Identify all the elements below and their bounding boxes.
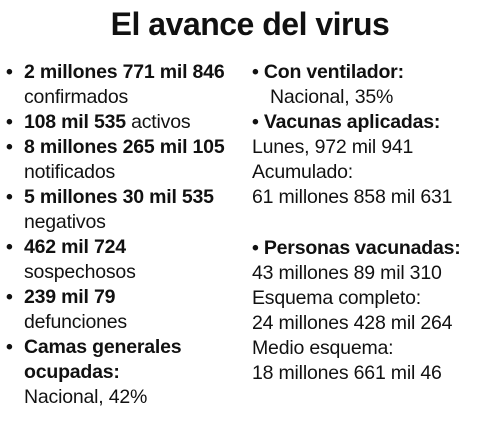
page-title: El avance del virus bbox=[110, 6, 390, 42]
stat-label: defunciones bbox=[24, 311, 127, 333]
stat-value: 5 millones 30 mil 535 bbox=[24, 186, 214, 208]
camas-value: Nacional, 42% bbox=[24, 386, 148, 408]
ventilador-block: • Con ventilador: Nacional, 35% bbox=[252, 60, 498, 110]
personas-total: 43 millones 89 mil 310 bbox=[252, 262, 442, 284]
bullet-icon: • bbox=[6, 111, 13, 133]
bullet-icon: • bbox=[6, 336, 13, 358]
bullet-icon: • bbox=[6, 286, 13, 308]
personas-heading: Personas vacunadas: bbox=[263, 237, 461, 259]
stat-sospechosos: • 462 mil 724 sospechosos bbox=[6, 235, 244, 285]
stat-value: 239 mil 79 bbox=[24, 286, 116, 308]
vacunas-acumulado-label: Acumulado: bbox=[252, 161, 353, 183]
vacunas-heading: Vacunas aplicadas: bbox=[263, 111, 441, 133]
bullet-icon: • bbox=[252, 111, 259, 133]
stat-label: confirmados bbox=[24, 86, 129, 108]
stat-label: sospechosos bbox=[24, 261, 136, 283]
stat-label: notificados bbox=[24, 161, 116, 183]
bullet-icon: • bbox=[252, 237, 259, 259]
stat-camas: • Camas generales ocupadas: Nacional, 42… bbox=[6, 335, 244, 410]
stat-label: activos bbox=[131, 111, 191, 133]
personas-block: • Personas vacunadas: 43 millones 89 mil… bbox=[252, 236, 498, 386]
bullet-icon: • bbox=[6, 136, 13, 158]
left-column: • 2 millones 771 mil 846 confirmados • 1… bbox=[6, 60, 244, 410]
vacunas-acumulado-value: 61 millones 858 mil 631 bbox=[252, 186, 453, 208]
personas-completo-label: Esquema completo: bbox=[252, 287, 421, 309]
bullet-icon: • bbox=[6, 186, 13, 208]
stat-negativos: • 5 millones 30 mil 535 negativos bbox=[6, 185, 244, 235]
stat-value: 2 millones 771 mil 846 bbox=[24, 61, 225, 83]
personas-medio-value: 18 millones 661 mil 46 bbox=[252, 362, 442, 384]
bullet-icon: • bbox=[6, 236, 13, 258]
vacunas-block: • Vacunas aplicadas: Lunes, 972 mil 941 … bbox=[252, 110, 498, 210]
bullet-icon: • bbox=[6, 61, 13, 83]
stat-label: negativos bbox=[24, 211, 106, 233]
stat-value: 108 mil 535 bbox=[24, 111, 126, 133]
stat-defunciones: • 239 mil 79 defunciones bbox=[6, 285, 244, 335]
stat-activos: • 108 mil 535 activos bbox=[6, 110, 244, 135]
personas-completo-value: 24 millones 428 mil 264 bbox=[252, 312, 453, 334]
camas-heading: Camas generales ocupadas: bbox=[24, 336, 182, 383]
vacunas-lunes: Lunes, 972 mil 941 bbox=[252, 136, 414, 158]
personas-medio-label: Medio esquema: bbox=[252, 337, 394, 359]
bullet-icon: • bbox=[252, 61, 259, 83]
ventilador-heading: Con ventilador: bbox=[263, 61, 404, 83]
ventilador-value: Nacional, 35% bbox=[270, 86, 394, 108]
stat-notificados: • 8 millones 265 mil 105 notificados bbox=[6, 135, 244, 185]
stat-value: 462 mil 724 bbox=[24, 236, 126, 258]
right-column: • Con ventilador: Nacional, 35% • Vacuna… bbox=[252, 60, 498, 386]
stat-confirmados: • 2 millones 771 mil 846 confirmados bbox=[6, 60, 244, 110]
stat-value: 8 millones 265 mil 105 bbox=[24, 136, 225, 158]
